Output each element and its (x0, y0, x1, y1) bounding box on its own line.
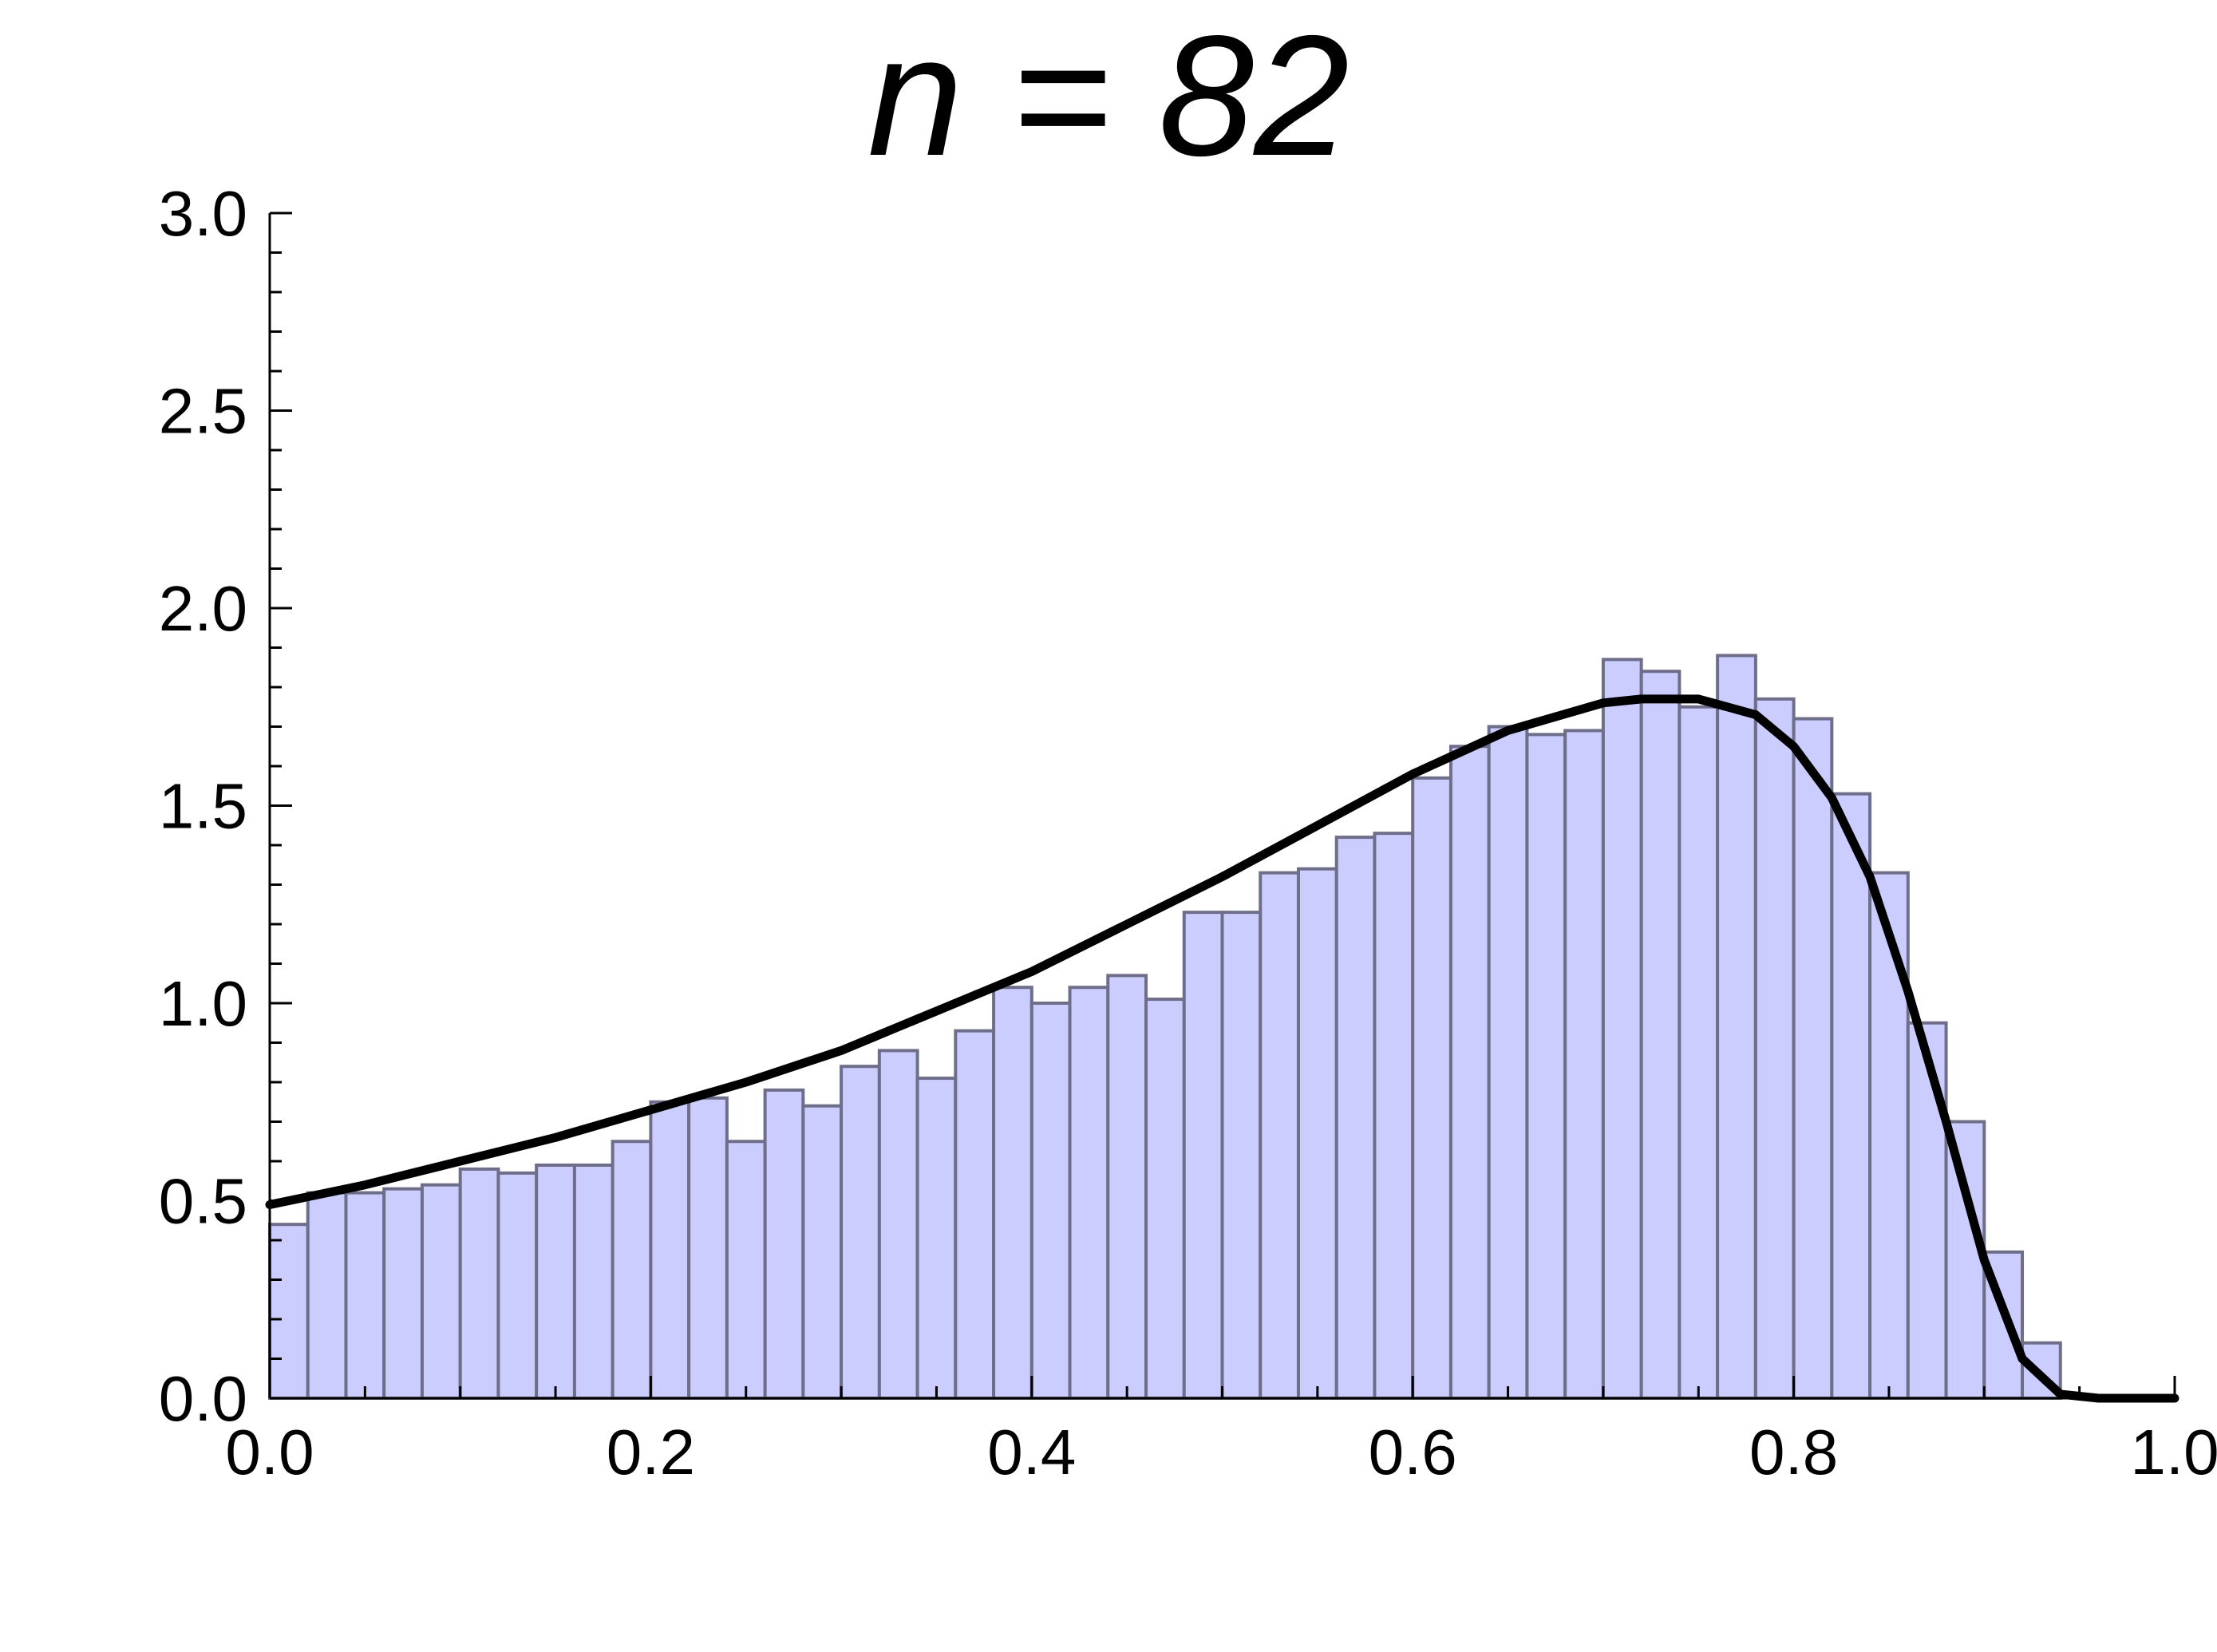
histogram-bar (725, 1140, 767, 1400)
axes: 0.0 0.2 0.4 0.6 0.8 1.0 0.0 0.5 1.0 1.5 2.0 2.5 3.0 (159, 178, 2217, 1488)
y-tick-label: 1.5 (159, 771, 247, 842)
histogram-bar (915, 1077, 958, 1401)
histogram-bar (344, 1191, 386, 1400)
histogram-bar (611, 1140, 653, 1400)
histogram-bar (649, 1100, 691, 1400)
histogram-bar (306, 1191, 348, 1400)
histogram-bar (1906, 1021, 1948, 1400)
histogram-bar (992, 986, 1033, 1400)
histogram-bar (1144, 998, 1186, 1401)
y-tick-label: 0.5 (159, 1166, 247, 1237)
histogram-bar (420, 1183, 462, 1400)
histogram-bar (1106, 974, 1148, 1400)
histogram-bar (1334, 836, 1377, 1400)
histogram-bar (1182, 911, 1224, 1400)
histogram-bar (1753, 697, 1796, 1400)
histogram-bar (382, 1187, 424, 1401)
histogram-bar (1068, 986, 1110, 1400)
histogram-bar (1525, 733, 1567, 1400)
histogram-bar (1678, 705, 1720, 1400)
histogram-bar (954, 1029, 996, 1401)
y-tick-label: 2.0 (159, 573, 247, 644)
histogram-bar (763, 1088, 805, 1401)
histogram-bar (687, 1096, 729, 1401)
histogram-bar (1639, 670, 1682, 1400)
histogram-bar (268, 1223, 310, 1400)
histogram-bar (1411, 776, 1452, 1400)
histogram-bar (572, 1163, 615, 1400)
y-tick-label: 0.0 (159, 1363, 247, 1434)
x-tick-label: 0.8 (1749, 1417, 1838, 1488)
histogram-bar (840, 1065, 881, 1400)
histogram-bar (1792, 717, 1834, 1400)
x-tick-label: 1.0 (2130, 1417, 2217, 1488)
histogram-bar (496, 1171, 539, 1400)
histogram-bar (1944, 1120, 1986, 1400)
x-tick-label: 0.4 (987, 1417, 1076, 1488)
histogram-bar (877, 1049, 919, 1401)
x-tick-label: 0.6 (1369, 1417, 1457, 1488)
histogram-bar (1220, 911, 1263, 1400)
histogram-bar (535, 1163, 576, 1400)
y-tick-label: 2.5 (159, 376, 247, 447)
histogram-bar (1296, 867, 1338, 1400)
histogram-bars (268, 654, 2062, 1401)
histogram-bar (1259, 871, 1300, 1400)
histogram-bar (458, 1167, 500, 1401)
histogram-bar (1373, 832, 1415, 1400)
x-tick-label: 0.2 (607, 1417, 695, 1488)
x-tick-label: 0.0 (225, 1417, 314, 1488)
histogram-bar (1868, 871, 1910, 1400)
histogram-bar (1830, 792, 1872, 1400)
density-curve (265, 694, 2179, 1403)
y-tick-label: 3.0 (159, 178, 247, 249)
histogram-bar (1029, 1002, 1072, 1400)
histogram-bar (1448, 745, 1491, 1400)
histogram-bar (1563, 729, 1605, 1400)
y-tick-label: 1.0 (159, 968, 247, 1039)
histogram-bar (1716, 654, 1757, 1400)
histogram-bar (801, 1104, 844, 1400)
histogram-bar (1601, 658, 1643, 1400)
histogram-bar (1487, 725, 1529, 1400)
density-curve-group (265, 694, 2179, 1403)
chart-title: n = 82 (867, 0, 1350, 192)
